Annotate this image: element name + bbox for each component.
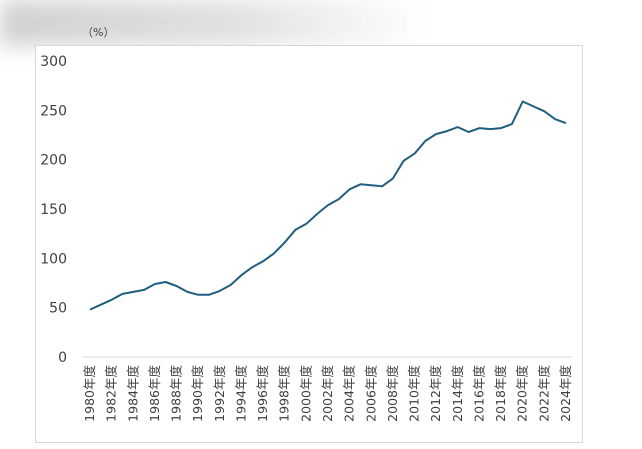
x-tick-label: 1986年度 (147, 365, 162, 422)
x-tick-label: 1992年度 (212, 365, 227, 422)
x-tick-label: 2002年度 (320, 365, 335, 422)
x-tick-label: 2018年度 (493, 365, 508, 422)
x-tick-label: 1988年度 (169, 365, 184, 422)
y-tick-label: 200 (40, 153, 67, 169)
x-tick-label: 1994年度 (233, 365, 248, 422)
x-tick-label: 1998年度 (277, 365, 292, 422)
y-tick-label: 150 (40, 202, 67, 218)
y-tick-label: 250 (40, 103, 67, 119)
series-line (89, 100, 567, 311)
x-tick-label: 1982年度 (104, 365, 119, 422)
x-tick-label: 2014年度 (450, 365, 465, 422)
y-tick-label: 100 (40, 251, 67, 267)
x-tick-label: 1990年度 (190, 365, 205, 422)
x-tick-label: 2000年度 (298, 365, 313, 422)
x-tick-label: 2016年度 (471, 365, 486, 422)
x-axis-ticks: 1980年度 1982年度 1984年度 1986年度 1988年度 1990年度 1992… (82, 365, 573, 422)
unit-label: （%） (82, 26, 115, 39)
x-tick-label: 2012年度 (428, 365, 443, 422)
y-tick-label: 50 (49, 301, 67, 317)
x-tick-label: 2008年度 (385, 365, 400, 422)
x-tick-label: 1980年度 (82, 365, 97, 422)
x-tick-label: 2022年度 (536, 365, 551, 422)
x-tick-label: 1996年度 (255, 365, 270, 422)
series-group (89, 100, 567, 311)
y-tick-label: 0 (58, 350, 67, 366)
chart-frame (35, 45, 583, 443)
x-tick-label: 2004年度 (342, 365, 357, 422)
y-tick-label: 300 (40, 54, 67, 70)
x-tick-label: 2010年度 (407, 365, 422, 422)
y-axis-ticks: 0 50 100 150 200 250 300 (40, 54, 67, 366)
x-tick-label: 2020年度 (515, 365, 530, 422)
x-tick-label: 1984年度 (125, 365, 140, 422)
x-tick-label: 2024年度 (558, 365, 573, 422)
header-shadow (0, 0, 430, 46)
x-tick-label: 2006年度 (363, 365, 378, 422)
